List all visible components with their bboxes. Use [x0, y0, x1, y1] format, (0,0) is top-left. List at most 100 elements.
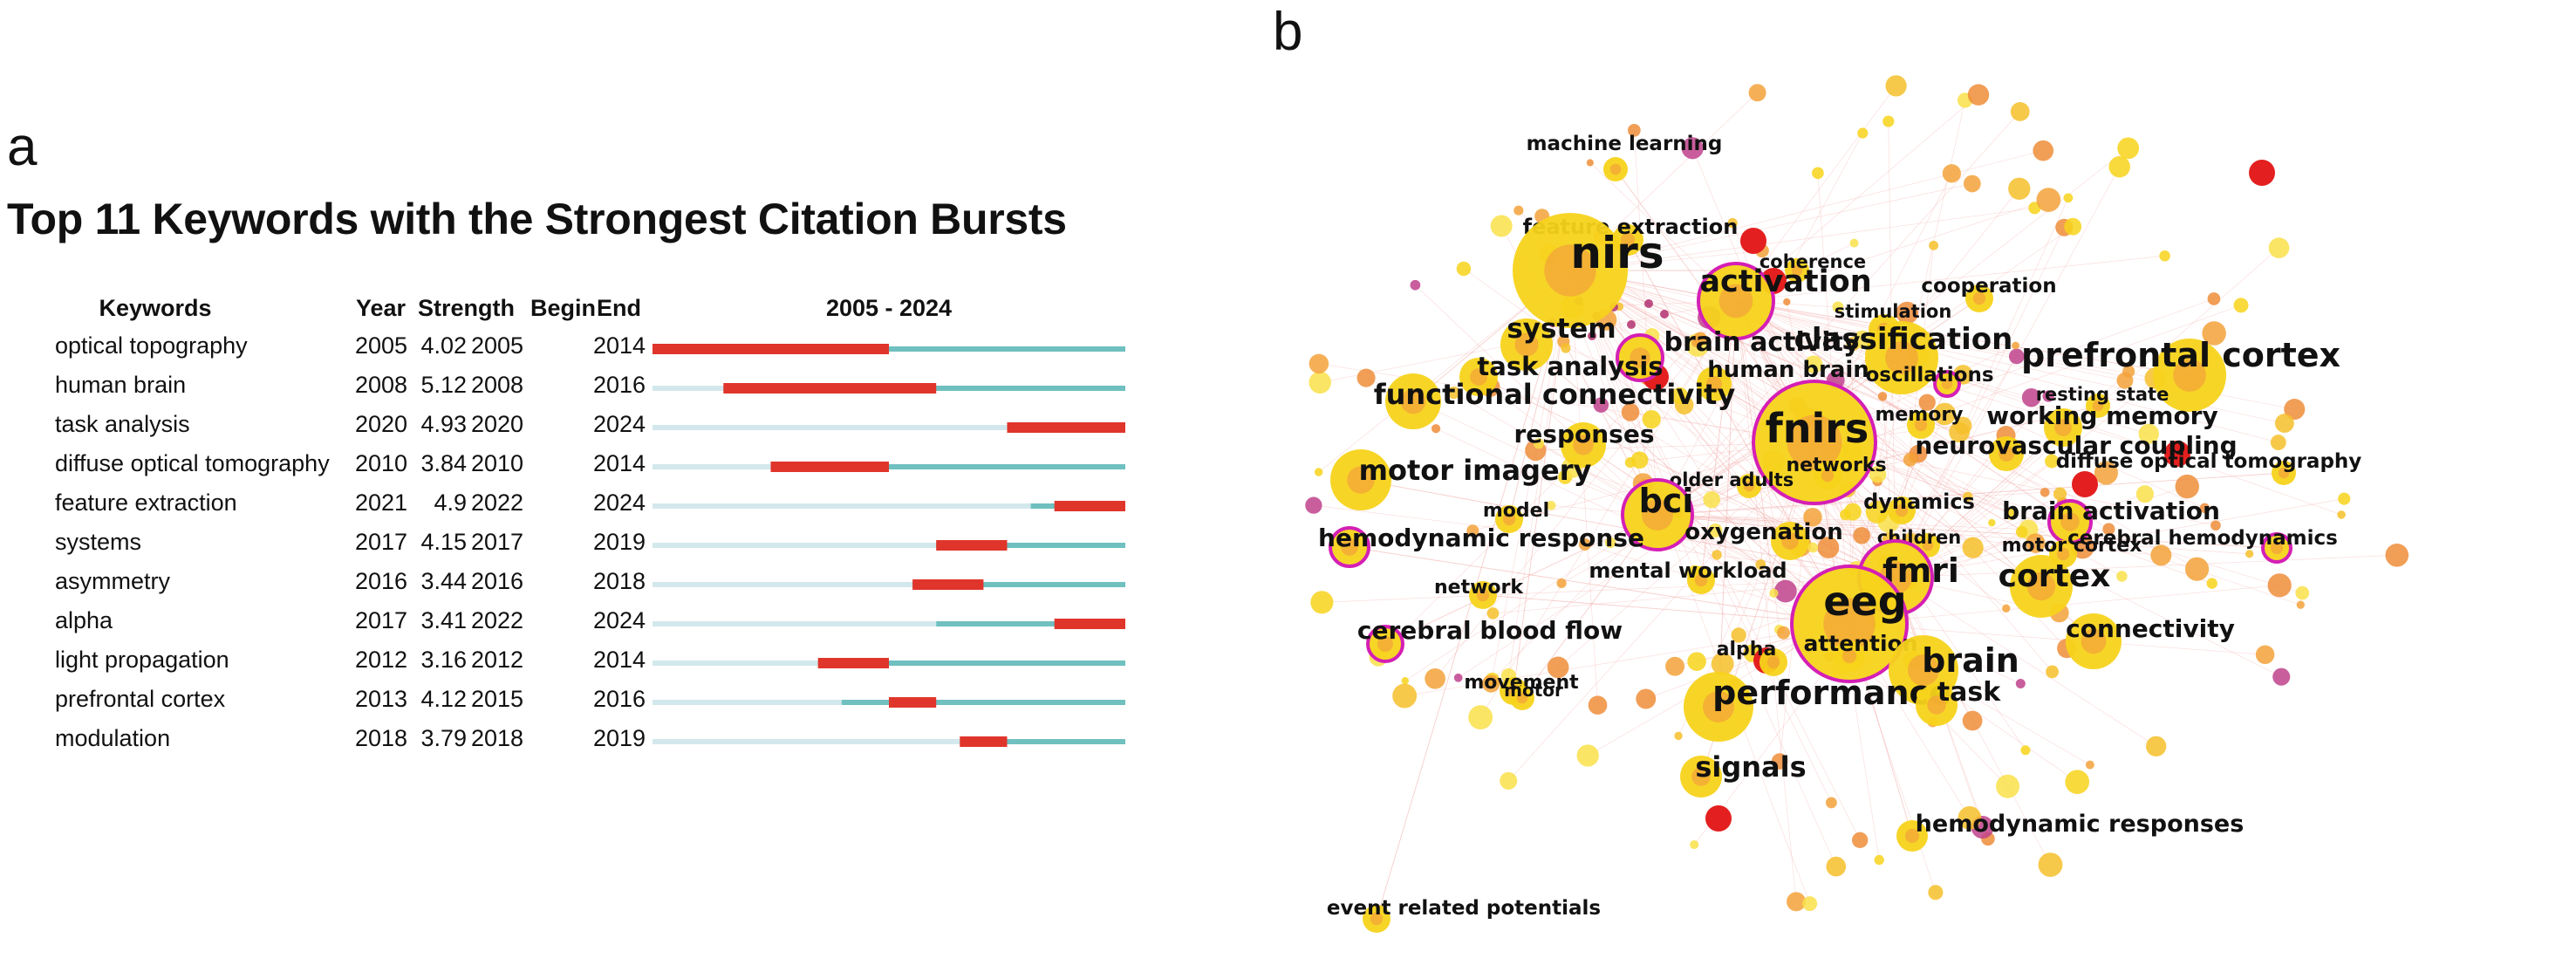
keyword-label: memory: [1875, 404, 1963, 426]
network-node: [2015, 525, 2028, 538]
network-node: [1933, 402, 1957, 426]
network-node: [1627, 124, 1641, 137]
keyword-node-core: [1347, 466, 1375, 494]
network-node: [2021, 387, 2041, 407]
network-node: [2005, 507, 2018, 520]
begin-cell: 2022: [471, 489, 523, 516]
network-edge: [1657, 514, 2250, 555]
network-edge: [1633, 130, 1658, 516]
network-edge: [1814, 442, 2217, 526]
keyword-label: mental workload: [1589, 558, 1787, 583]
keyword-cell: human brain: [55, 372, 186, 398]
table-header-year: Year: [356, 295, 407, 321]
keyword-node-core: [1703, 691, 1734, 722]
keyword-node-core: [1718, 284, 1753, 318]
keyword-cell: systems: [55, 529, 141, 555]
network-edge: [1434, 300, 1737, 680]
network-node: [1783, 298, 1791, 306]
year-cell: 2005: [355, 332, 407, 359]
network-node: [2064, 217, 2082, 236]
keyword-label: activation: [1699, 264, 1871, 299]
keyword-label: bci: [1639, 482, 1694, 520]
table-header-keywords: Keywords: [99, 295, 211, 321]
keyword-node-group: oscillations: [1865, 364, 1994, 398]
year-cell: 2017: [355, 529, 407, 555]
keyword-cell: feature extraction: [55, 489, 237, 516]
network-edge: [1895, 227, 2065, 578]
year-cell: 2020: [355, 411, 407, 437]
network-edge: [1895, 486, 2188, 578]
keyword-label: task: [1937, 677, 2001, 708]
keyword-node-core: [1823, 598, 1876, 650]
keyword-node-core: [1972, 291, 1986, 305]
network-node: [1576, 744, 1599, 767]
keyword-node-core: [1922, 539, 1934, 551]
network-node: [1425, 667, 1445, 689]
table-header-begin: Begin: [530, 295, 596, 321]
keyword-node-group: mental workload: [1589, 558, 1787, 594]
keyword-cell: alpha: [55, 607, 113, 633]
network-node: [2116, 571, 2128, 582]
keyword-node-group: prefrontal cortex: [2021, 336, 2340, 412]
keyword-label: cerebral hemodynamics: [2067, 527, 2338, 550]
keyword-node-core: [1706, 376, 1722, 392]
network-node: [2202, 321, 2226, 346]
centrality-ring: [1752, 380, 1877, 505]
network-node: [1727, 217, 1738, 229]
network-node: [1308, 371, 1331, 394]
network-edge: [1895, 498, 2345, 578]
network-edge: [1569, 270, 1850, 625]
keyword-node-core: [1895, 503, 1909, 517]
end-cell: 2019: [593, 725, 646, 751]
keyword-node-core: [1502, 512, 1516, 526]
network-node: [1314, 468, 1323, 476]
keyword-label: system: [1507, 313, 1616, 345]
network-node: [2045, 454, 2059, 469]
network-edge: [1735, 300, 1797, 902]
network-node: [1627, 320, 1636, 329]
centrality-ring: [1790, 565, 1909, 683]
keyword-node-core: [2270, 541, 2284, 555]
begin-cell: 2018: [471, 725, 523, 751]
burst-table-title: Top 11 Keywords with the Strongest Citat…: [7, 195, 1067, 243]
burst-node: [2072, 471, 2098, 497]
burst-node: [1705, 805, 1732, 832]
network-node: [2175, 474, 2199, 499]
keyword-label: motor cortex: [2002, 535, 2142, 557]
network-edge: [1482, 594, 1850, 625]
keyword-label: functional connectivity: [1374, 378, 1736, 411]
network-edges: [1313, 86, 2397, 920]
keyword-label: brain activity: [1664, 327, 1861, 358]
network-node: [2268, 237, 2290, 258]
network-node: [2135, 485, 2154, 503]
network-node: [2108, 156, 2130, 178]
table-row: systems 2017 4.15 2017 2019: [55, 529, 1125, 555]
keyword-node-group: eeg: [1790, 565, 1909, 683]
keyword-node-group: bci: [1621, 478, 1694, 551]
keyword-node-core: [2081, 628, 2107, 654]
network-edge: [1895, 554, 2397, 578]
year-cell: 2018: [355, 725, 407, 751]
keyword-node-group: cooperation: [1921, 275, 2057, 312]
keyword-node-core: [1821, 469, 1835, 483]
network-edge: [1569, 150, 2044, 271]
keyword-node-core: [1341, 538, 1358, 556]
keyword-node-core: [1573, 435, 1594, 455]
keyword-label: human brain: [1707, 357, 1869, 383]
network-node: [1812, 167, 1824, 180]
keyword-node-group: model: [1483, 500, 1549, 533]
network-node: [2012, 341, 2020, 350]
keyword-label: stimulation: [1835, 301, 1952, 322]
keyword-label: older adults: [1670, 469, 1794, 490]
network-node: [1708, 523, 1723, 537]
network-node: [1593, 397, 1609, 413]
keyword-label: resting state: [2036, 384, 2169, 405]
table-row: diffuse optical tomography 2010 3.84 2010 20…: [55, 450, 1125, 476]
keyword-label: diffuse optical tomography: [2056, 450, 2362, 473]
network-node: [1431, 424, 1441, 434]
year-cell: 2010: [355, 450, 407, 476]
keyword-node-core: [1609, 163, 1622, 175]
network-node: [1787, 892, 1807, 912]
network-node: [1546, 501, 1556, 510]
keyword-node-core: [1377, 636, 1393, 652]
